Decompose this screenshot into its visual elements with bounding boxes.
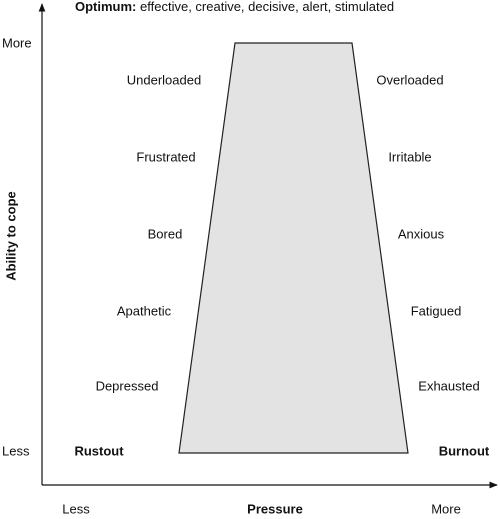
left-state: Apathetic <box>117 303 172 318</box>
y-label: Ability to cope <box>3 191 18 281</box>
left-state: Underloaded <box>127 72 201 87</box>
title: Optimum: effective, creative, decisive, … <box>75 0 394 14</box>
x-low: Less <box>62 501 90 516</box>
right-state: Fatigued <box>411 303 462 318</box>
left-state: Depressed <box>96 378 159 393</box>
x-high: More <box>431 501 461 516</box>
right-state: Exhausted <box>418 378 479 393</box>
right-state: Overloaded <box>376 72 443 87</box>
right-state: Irritable <box>388 149 431 164</box>
optimum-zone <box>178 42 409 454</box>
title-lead: Optimum: <box>75 0 136 14</box>
right-end: Burnout <box>439 443 490 458</box>
title-text: effective, creative, decisive, alert, st… <box>140 0 394 14</box>
left-state: Frustrated <box>136 149 195 164</box>
left-state: Bored <box>148 226 183 241</box>
right-state: Anxious <box>398 226 445 241</box>
left-end: Rustout <box>74 443 124 458</box>
y-low: Less <box>2 443 30 458</box>
y-high: More <box>2 35 32 50</box>
x-label: Pressure <box>247 501 303 516</box>
